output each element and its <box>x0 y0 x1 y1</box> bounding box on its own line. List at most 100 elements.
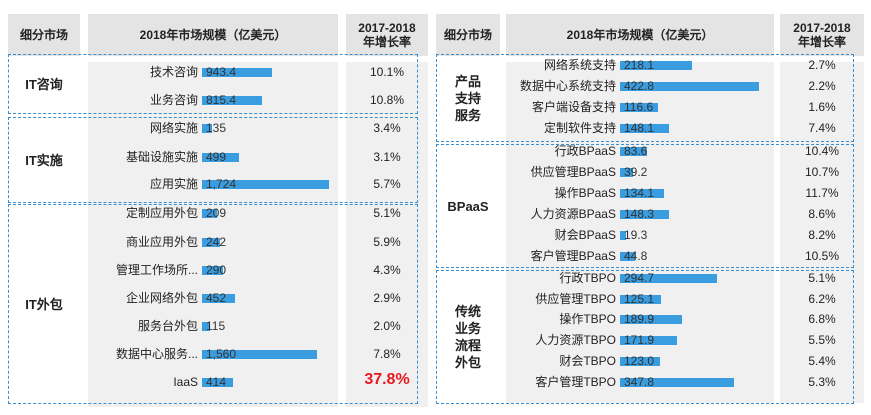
row-label: 定制软件支持 <box>543 121 616 135</box>
bar <box>202 350 317 359</box>
growth-rate: 10.5% <box>804 249 840 263</box>
bar <box>202 294 236 303</box>
size-header-band <box>506 14 774 56</box>
bar <box>620 124 669 133</box>
growth-header-band <box>346 14 428 56</box>
bar <box>620 210 669 219</box>
bar <box>620 315 683 324</box>
row-label: 供应管理BPaaS <box>530 165 616 179</box>
data-label: 209 <box>206 206 227 220</box>
bar <box>620 82 760 91</box>
growth-rate: 37.8% <box>364 371 410 388</box>
data-label: 123.0 <box>624 354 655 368</box>
data-label: 347.8 <box>624 375 655 389</box>
growth-rate: 5.3% <box>808 375 836 389</box>
growth-header: 2017-2018 年增长率 <box>358 21 416 49</box>
growth-rate: 6.8% <box>808 312 836 326</box>
row-label: 供应管理TBPO <box>535 292 616 306</box>
growth-rate: 8.2% <box>808 228 836 242</box>
group-label-it-consulting: IT咨询 <box>25 76 63 92</box>
row-label: 技术咨询 <box>149 65 198 79</box>
data-label: 189.9 <box>624 312 655 326</box>
group-box-product-support <box>436 54 854 142</box>
segment-header: 细分市场 <box>443 28 492 42</box>
growth-rate: 8.6% <box>808 207 836 221</box>
growth-rate: 7.8% <box>373 347 401 361</box>
bar <box>620 274 717 283</box>
row-label: 服务台外包 <box>137 319 198 333</box>
size-header: 2018年市场规模（亿美元） <box>566 28 714 42</box>
growth-rate: 2.2% <box>808 79 836 93</box>
row-label: 业务咨询 <box>149 93 198 107</box>
size-column-band <box>506 62 774 403</box>
group-box-bpaas <box>436 144 854 268</box>
row-label: 网络实施 <box>149 121 198 135</box>
bar <box>202 153 239 162</box>
group-label-bpaas: BPaaS <box>447 198 489 214</box>
size-header-band <box>88 14 338 56</box>
growth-rate: 3.1% <box>373 150 401 164</box>
bar <box>202 238 220 247</box>
group-box-it-consulting <box>8 54 418 114</box>
row-label: 人力资源TBPO <box>535 333 616 347</box>
row-label: 客户管理TBPO <box>535 375 616 389</box>
bar <box>620 168 633 177</box>
bar <box>620 252 635 261</box>
row-label: 人力资源BPaaS <box>530 207 616 221</box>
data-label: 171.9 <box>624 333 655 347</box>
group-box-it-implementation <box>8 117 418 203</box>
row-label: 客户端设备支持 <box>531 100 616 114</box>
row-label: 数据中心服务... <box>115 347 198 361</box>
growth-header: 2017-2018 年增长率 <box>793 21 851 49</box>
bar <box>620 103 659 112</box>
row-label: 基础设施实施 <box>125 150 198 164</box>
data-label: 116.6 <box>624 100 654 114</box>
growth-rate: 10.1% <box>369 65 405 79</box>
group-box-traditional-bpo <box>436 270 854 404</box>
group-box-it-outsourcing <box>8 204 418 404</box>
growth-rate: 5.7% <box>373 177 401 191</box>
group-label-product-support: 产品 支持 服务 <box>454 73 481 123</box>
data-label: 422.8 <box>624 79 655 93</box>
data-label: 815.4 <box>206 93 237 107</box>
data-label: 83.6 <box>624 144 648 158</box>
bar <box>202 322 211 331</box>
segment-header-band <box>8 14 80 56</box>
segment-header: 细分市场 <box>19 28 68 42</box>
bar <box>620 231 627 240</box>
bar <box>620 378 735 387</box>
bar <box>202 68 272 77</box>
row-label: 操作BPaaS <box>554 186 616 200</box>
bar <box>202 180 330 189</box>
bar <box>202 378 233 387</box>
row-label: IaaS <box>173 375 198 389</box>
data-label: 135 <box>206 121 227 135</box>
growth-rate: 10.7% <box>804 165 840 179</box>
row-label: 操作TBPO <box>559 312 616 326</box>
data-label: 242 <box>206 235 227 249</box>
row-label: 网络系统支持 <box>543 58 616 72</box>
growth-rate: 1.6% <box>808 100 836 114</box>
bar <box>620 295 662 304</box>
bar <box>620 357 661 366</box>
row-label: 商业应用外包 <box>125 235 198 249</box>
data-label: 414 <box>206 375 227 389</box>
growth-rate: 4.3% <box>373 263 401 277</box>
data-label: 125.1 <box>624 292 655 306</box>
group-label-traditional-bpo: 传统 业务 流程 外包 <box>454 304 481 370</box>
growth-rate: 3.4% <box>373 121 401 135</box>
data-label: 290 <box>206 263 227 277</box>
row-label: 行政TBPO <box>559 271 616 285</box>
bar <box>202 266 224 275</box>
row-label: 客户管理BPaaS <box>530 249 616 263</box>
growth-rate: 11.7% <box>805 186 839 200</box>
data-label: 943.4 <box>206 65 237 79</box>
data-label: 39.2 <box>624 165 648 179</box>
growth-rate: 6.2% <box>808 292 836 306</box>
segment-header-band <box>436 14 500 56</box>
growth-rate: 5.5% <box>808 333 836 347</box>
row-label: 数据中心系统支持 <box>519 79 616 93</box>
row-label: 应用实施 <box>149 177 198 191</box>
growth-rate: 10.4% <box>804 144 840 158</box>
bar <box>620 147 648 156</box>
